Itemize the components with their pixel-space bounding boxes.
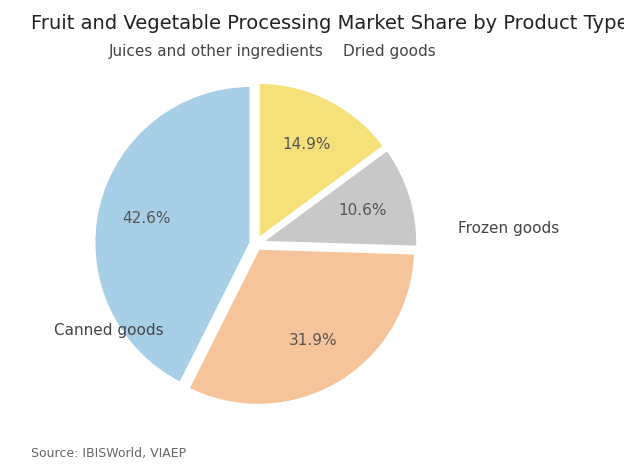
Wedge shape xyxy=(260,149,418,248)
Text: 31.9%: 31.9% xyxy=(289,333,338,348)
Text: 42.6%: 42.6% xyxy=(123,211,171,226)
Text: Dried goods: Dried goods xyxy=(343,44,436,59)
Wedge shape xyxy=(94,85,251,384)
Text: Frozen goods: Frozen goods xyxy=(457,220,559,235)
Text: Juices and other ingredients: Juices and other ingredients xyxy=(109,44,324,59)
Text: Canned goods: Canned goods xyxy=(54,323,163,338)
Text: Fruit and Vegetable Processing Market Share by Product Type: Fruit and Vegetable Processing Market Sh… xyxy=(31,14,624,33)
Wedge shape xyxy=(258,82,385,240)
Wedge shape xyxy=(188,248,416,406)
Text: 14.9%: 14.9% xyxy=(282,136,331,151)
Text: 10.6%: 10.6% xyxy=(338,203,387,218)
Text: Source: IBISWorld, VIAEP: Source: IBISWorld, VIAEP xyxy=(31,446,187,460)
